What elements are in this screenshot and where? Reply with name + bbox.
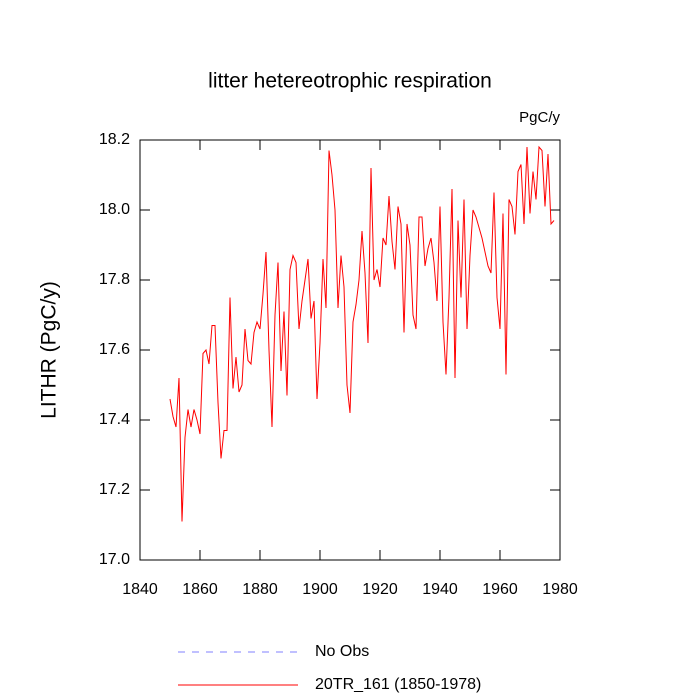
y-tick-label: 17.2 xyxy=(99,481,130,498)
x-tick-label: 1920 xyxy=(362,581,398,598)
chart-title: litter hetereotrophic respiration xyxy=(208,70,492,93)
y-tick-label: 18.0 xyxy=(99,201,130,218)
units-label: PgC/y xyxy=(519,109,560,126)
x-tick-label: 1980 xyxy=(542,581,578,598)
y-tick-label: 17.6 xyxy=(99,341,130,358)
y-tick-label: 17.4 xyxy=(99,411,130,428)
plot-frame xyxy=(139,139,561,561)
data-line xyxy=(169,145,555,522)
x-tick-label: 1900 xyxy=(302,581,338,598)
x-tick-label: 1840 xyxy=(122,581,158,598)
x-tick-label: 1880 xyxy=(242,581,278,598)
legend-label: No Obs xyxy=(315,643,369,660)
x-tick-label: 1860 xyxy=(182,581,218,598)
x-tick-label: 1960 xyxy=(482,581,518,598)
y-tick-label: 18.2 xyxy=(99,131,130,148)
x-tick-label: 1940 xyxy=(422,581,458,598)
legend-label: 20TR_161 (1850-1978) xyxy=(315,676,481,693)
y-tick-label: 17.0 xyxy=(99,551,130,568)
y-tick-label: 17.8 xyxy=(99,271,130,288)
y-axis-title: LITHR (PgC/y) xyxy=(38,281,61,419)
